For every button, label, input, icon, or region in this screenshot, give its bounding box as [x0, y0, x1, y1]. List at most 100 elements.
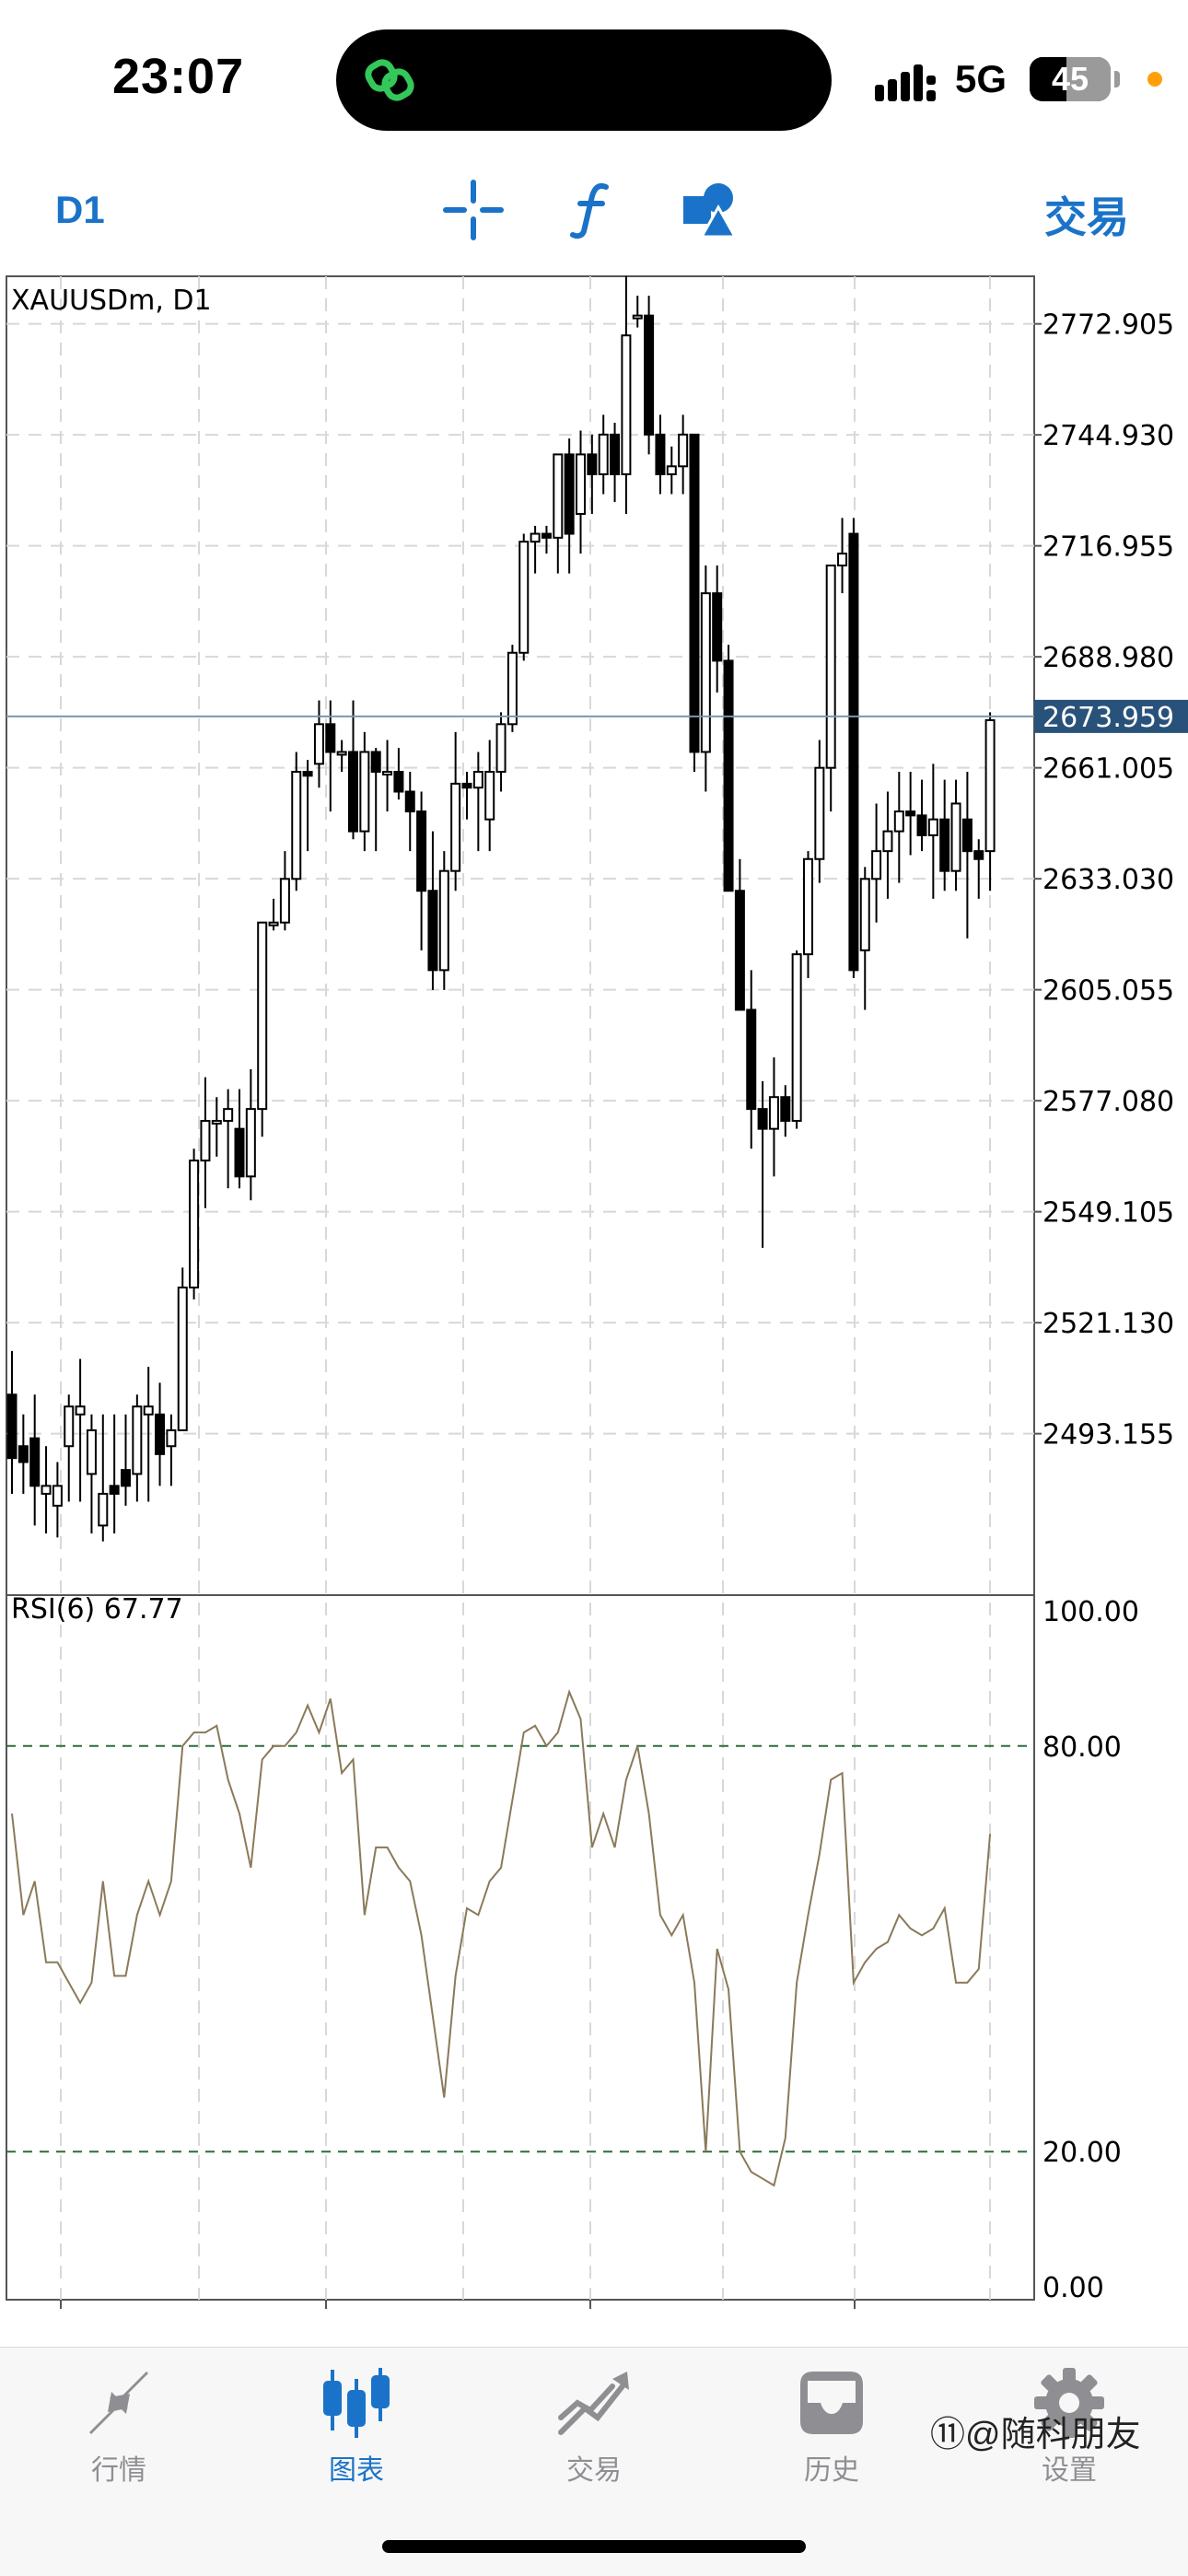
candle-bull — [700, 592, 711, 753]
candle-bear — [370, 751, 381, 773]
candle-bear — [155, 1413, 166, 1455]
price-tick-label: 2772.905 — [1042, 309, 1174, 342]
candle-bull — [859, 878, 870, 951]
indicators-function-icon[interactable] — [562, 180, 623, 240]
current-price-label: 2673.959 — [1042, 702, 1174, 734]
objects-shapes-icon[interactable] — [680, 180, 740, 240]
price-tick-label: 2661.005 — [1042, 753, 1174, 786]
candle-bull — [507, 651, 518, 726]
price-tick-label: 2633.030 — [1042, 864, 1174, 896]
status-time: 23:07 — [112, 49, 245, 104]
candle-bull — [177, 1286, 188, 1432]
chart-toolbar — [0, 157, 1188, 267]
candle-bear — [302, 770, 313, 777]
candle-bear — [564, 453, 575, 535]
tab-history[interactable]: 历史 — [713, 2348, 950, 2532]
quotes-arrows-icon — [89, 2372, 148, 2434]
candle-bear — [17, 1445, 29, 1463]
tab-trade[interactable]: 交易 — [475, 2348, 713, 2532]
candle-bear — [325, 723, 336, 753]
candle-bull — [950, 802, 961, 872]
candle-bull — [64, 1405, 75, 1448]
candle-bull — [257, 921, 268, 1111]
candle-bull — [166, 1429, 177, 1448]
crosshair-icon[interactable] — [443, 180, 504, 240]
candle-bull — [678, 433, 689, 468]
candle-bull — [223, 1108, 234, 1123]
candle-bear — [916, 814, 927, 836]
rsi-label: RSI(6) 67.77 — [11, 1593, 183, 1626]
tab-history-label: 历史 — [804, 2455, 859, 2486]
candle-bull — [825, 565, 836, 769]
current-price-box — [1034, 699, 1188, 733]
tab-quotes[interactable]: 行情 — [0, 2348, 238, 2532]
x-tick-label: 2 Sep 2024 — [64, 2306, 222, 2309]
candle-bull — [200, 1120, 211, 1162]
x-tick-label: 28 Oct 2024 — [588, 2306, 758, 2309]
candle-bull — [438, 869, 449, 972]
price-tick-label: 2549.105 — [1042, 1197, 1174, 1230]
candle-bear — [404, 790, 415, 813]
candle-bull — [336, 751, 347, 756]
history-tray-icon — [800, 2372, 863, 2434]
candle-bull — [279, 878, 290, 924]
candle-bull — [98, 1492, 109, 1527]
candle-bull — [837, 553, 848, 567]
candle-bear — [393, 770, 404, 793]
candle-bull — [268, 921, 279, 927]
candle-bull — [598, 433, 609, 475]
candle-bear — [939, 818, 950, 872]
rsi-tick-label: 20.00 — [1042, 2137, 1122, 2169]
privacy-indicator-dot — [1147, 72, 1162, 87]
price-tick-label: 2688.980 — [1042, 642, 1174, 674]
candle-bull — [768, 1096, 779, 1130]
candle-bear — [746, 1008, 757, 1111]
trade-button[interactable]: 交易 — [1044, 193, 1129, 241]
candle-bear — [29, 1437, 41, 1487]
tab-quotes-label: 行情 — [91, 2455, 146, 2486]
candle-bear — [416, 810, 427, 892]
tab-charts-label: 图表 — [329, 2455, 384, 2486]
candle-bear — [655, 433, 666, 475]
candle-bull — [75, 1405, 86, 1416]
candles-chart-icon — [323, 2368, 390, 2438]
candle-bull — [984, 719, 996, 853]
candle-bear — [541, 532, 552, 539]
candle-bull — [472, 770, 483, 789]
candle-bear — [644, 314, 655, 436]
candle-bull — [893, 810, 904, 833]
price-tick-label: 2744.930 — [1042, 420, 1174, 452]
candle-bull — [313, 723, 324, 765]
candle-bull — [41, 1485, 52, 1495]
candle-bull — [359, 751, 370, 833]
candle-bear — [234, 1127, 245, 1178]
rsi-line — [11, 1689, 992, 2187]
candle-bull — [814, 766, 825, 860]
candle-bull — [189, 1160, 200, 1288]
candle-bear — [734, 890, 745, 1011]
candle-bull — [621, 334, 632, 475]
candle-bull — [882, 830, 893, 853]
tab-bar: 行情 图表 交易 历史 — [0, 2347, 1188, 2576]
settings-gear-icon — [1034, 2368, 1104, 2438]
timeframe-button[interactable]: D1 — [55, 188, 105, 231]
candle-bear — [587, 453, 598, 475]
candle-bear — [780, 1096, 791, 1123]
tab-settings[interactable]: 设置 — [950, 2348, 1188, 2532]
price-tick-label: 2716.955 — [1042, 531, 1174, 564]
watermark: ⑪@随科朋友 — [930, 2416, 1141, 2454]
chart-title: XAUUSDm, D1 — [11, 285, 212, 317]
candle-bull — [484, 770, 495, 821]
candle-bull — [52, 1485, 63, 1507]
candle-bull — [666, 465, 677, 475]
tab-charts[interactable]: 图表 — [238, 2348, 475, 2532]
price-chart[interactable]: 2772.905 2744.930 2716.955 2688.980 2661.005… — [0, 269, 1188, 2309]
candle-bear — [6, 1393, 17, 1460]
candle-bull — [495, 723, 507, 773]
rsi-tick-label: 80.00 — [1042, 1731, 1122, 1764]
candle-bull — [382, 770, 393, 775]
price-tick-label: 2493.155 — [1042, 1419, 1174, 1451]
candle-bull — [803, 857, 813, 956]
candle-bull — [871, 850, 882, 880]
candle-bear — [973, 850, 984, 860]
